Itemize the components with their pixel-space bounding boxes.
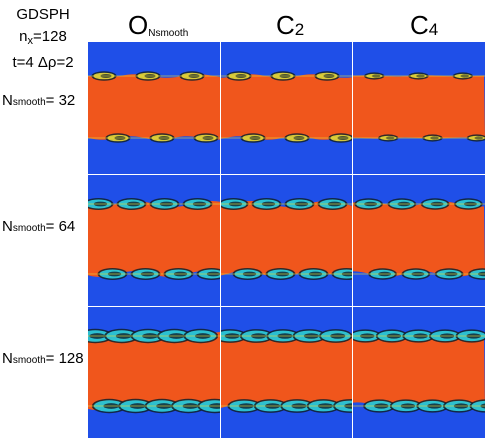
row-header-128: Nsmooth= 128 xyxy=(2,350,84,367)
column-header-c2: C2 xyxy=(276,10,305,40)
panel-128-onsmooth xyxy=(88,306,220,438)
panel-divider-horizontal xyxy=(88,173,485,175)
panel-64-onsmooth xyxy=(88,174,220,306)
panel-128-c2 xyxy=(220,306,352,438)
panel-32-onsmooth xyxy=(88,42,220,174)
panel-32-c2 xyxy=(220,42,352,174)
row-header-32: Nsmooth= 32 xyxy=(2,92,76,109)
row-header-64: Nsmooth= 64 xyxy=(2,218,76,235)
time-density-label: t=4 Δρ=2 xyxy=(12,54,74,71)
simulation-snapshot-image xyxy=(88,306,220,438)
simulation-snapshot-image xyxy=(220,42,352,174)
simulation-snapshot-image xyxy=(88,42,220,174)
panel-32-c4 xyxy=(352,42,485,174)
panel-64-c2 xyxy=(220,174,352,306)
simulation-panel-grid xyxy=(88,42,485,438)
resolution-label: nx=128 xyxy=(19,28,67,47)
panel-divider-horizontal xyxy=(88,305,485,307)
simulation-snapshot-image xyxy=(220,174,352,306)
simulation-snapshot-image xyxy=(352,306,485,438)
panel-64-c4 xyxy=(352,174,485,306)
simulation-snapshot-image xyxy=(220,306,352,438)
panel-divider-vertical xyxy=(351,42,353,438)
simulation-snapshot-image xyxy=(88,174,220,306)
simulation-info: GDSPH nx=128 t=4 Δρ=2 xyxy=(0,4,86,74)
panel-divider-vertical xyxy=(219,42,221,438)
simulation-snapshot-image xyxy=(352,174,485,306)
column-header-onsmooth: ONsmooth xyxy=(128,10,189,40)
method-label: GDSPH xyxy=(16,6,70,23)
column-header-c4: C4 xyxy=(410,10,439,40)
panel-128-c4 xyxy=(352,306,485,438)
simulation-snapshot-image xyxy=(352,42,485,174)
